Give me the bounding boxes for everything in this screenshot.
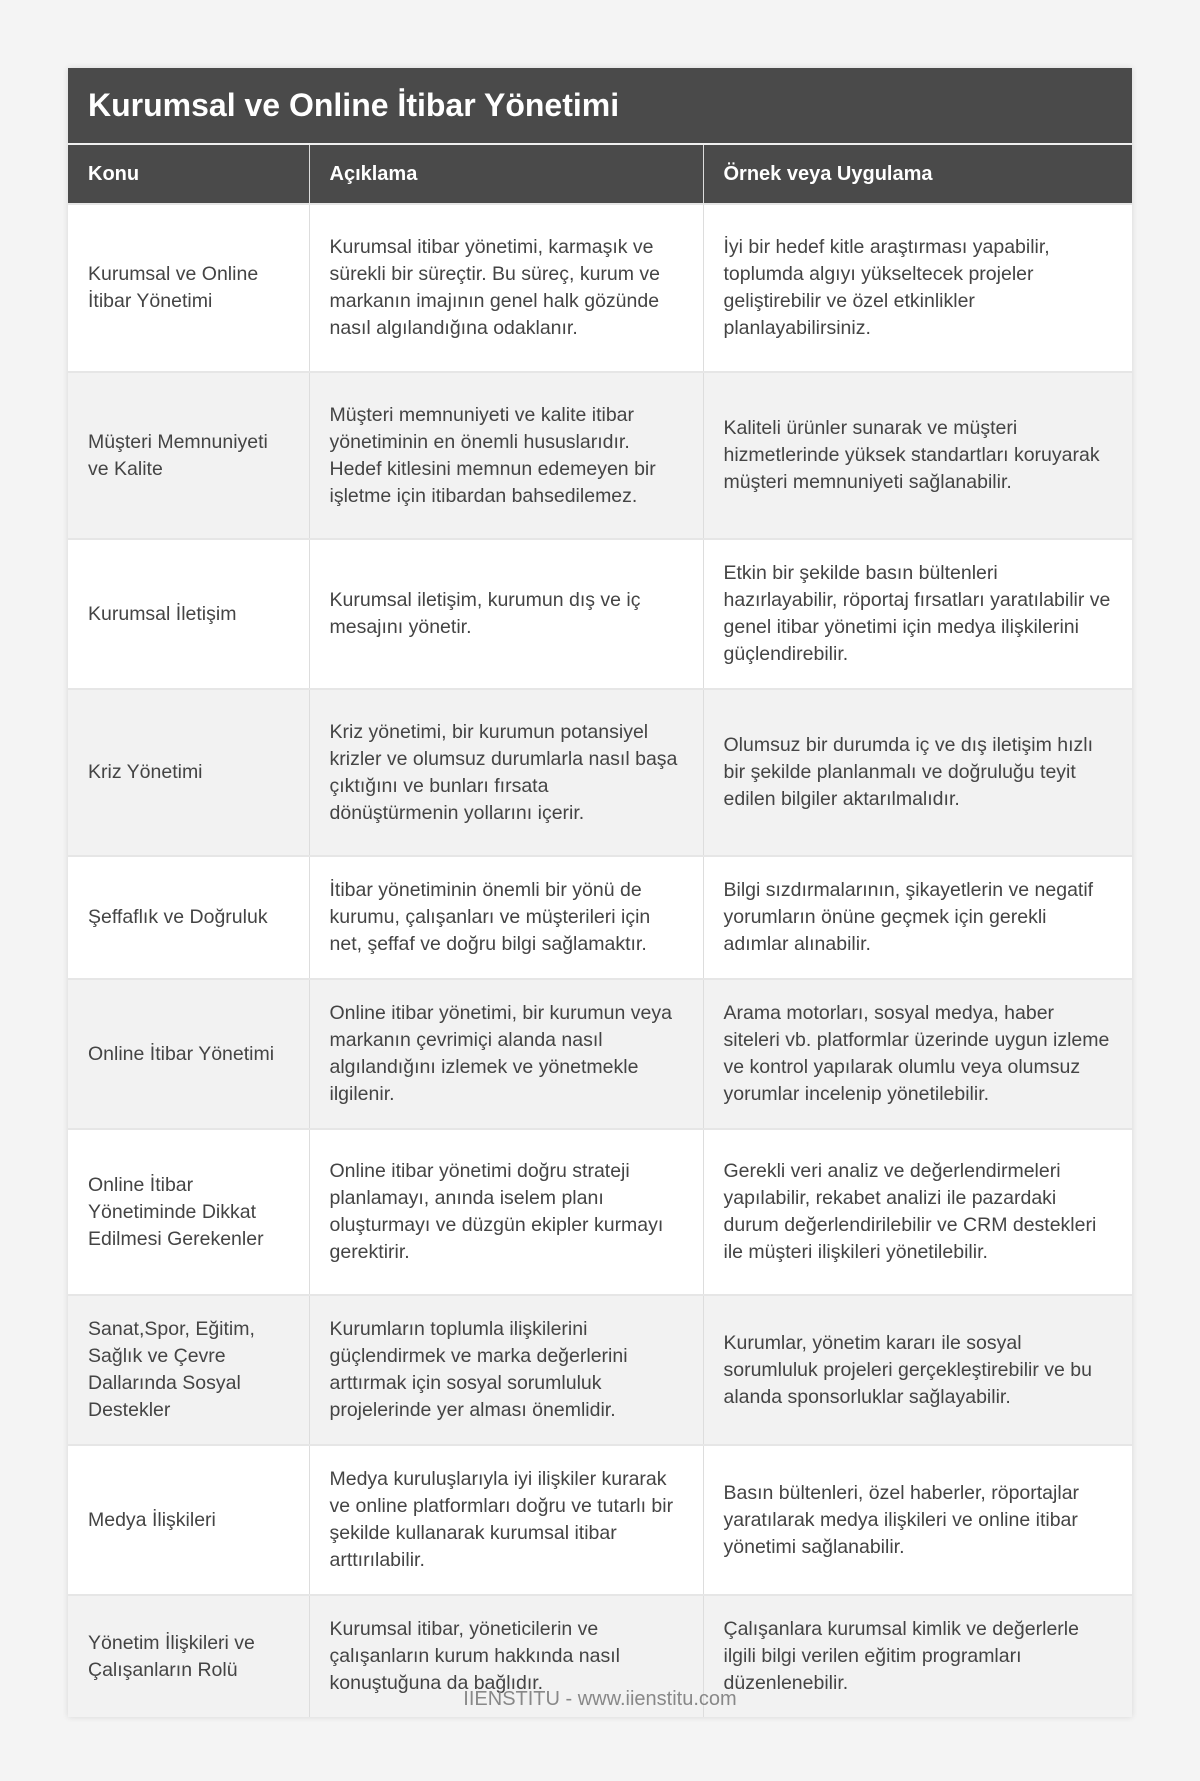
table-row: Yönetim İlişkileri ve Çalışanların Rolü K… [68,1594,1132,1717]
cell-example: İyi bir hedef kitle araştırması yapabili… [702,203,1132,372]
column-header-topic: Konu [68,145,309,204]
cell-description: Online itibar yönetimi, bir kurumun veya… [308,978,703,1129]
table-row: Medya İlişkileri Medya kuruluşlarıyla iyi… [68,1444,1132,1595]
cell-description: Kriz yönetimi, bir kurumun potansiyel kr… [308,688,703,856]
cell-topic: Sanat,Spor, Eğitim, Sağlık ve Çevre Dall… [68,1294,309,1445]
cell-example: Basın bültenleri, özel haberler, röporta… [702,1444,1132,1595]
cell-example: Kurumlar, yönetim kararı ile sosyal soru… [702,1294,1132,1445]
table-row: Online İtibar Yönetimi Online itibar yöne… [68,978,1132,1129]
cell-topic: Kurumsal ve Online İtibar Yönetimi [68,203,309,372]
cell-example: Kaliteli ürünler sunarak ve müşteri hizm… [702,371,1132,539]
cell-description: Kurumsal itibar, yöneticilerin ve çalışa… [308,1594,703,1717]
cell-description: Kurumların toplumla ilişkilerini güçlend… [308,1294,703,1445]
cell-topic: Yönetim İlişkileri ve Çalışanların Rolü [68,1594,309,1717]
table-row: Kriz Yönetimi Kriz yönetimi, bir kurumun … [68,688,1132,856]
table-row: Sanat,Spor, Eğitim, Sağlık ve Çevre Dall… [68,1294,1132,1445]
table-card: Kurumsal ve Online İtibar Yönetimi Konu … [68,68,1132,1717]
table-row: Online İtibar Yönetiminde Dikkat Edilmes… [68,1128,1132,1295]
cell-topic: Kriz Yönetimi [68,688,309,856]
cell-example: Arama motorları, sosyal medya, haber sit… [702,978,1132,1129]
header-row: Konu Açıklama Örnek veya Uygulama [68,145,1132,204]
data-table: Konu Açıklama Örnek veya Uygulama Kurums… [68,145,1132,1717]
column-header-example: Örnek veya Uygulama [702,145,1132,204]
column-header-description: Açıklama [308,145,703,204]
cell-example: Etkin bir şekilde basın bültenleri hazır… [702,538,1132,689]
cell-description: Medya kuruluşlarıyla iyi ilişkiler kurar… [308,1444,703,1595]
table-row: Müşteri Memnuniyeti ve Kalite Müşteri mem… [68,371,1132,539]
cell-description: Müşteri memnuniyeti ve kalite itibar yön… [308,371,703,539]
cell-topic: Medya İlişkileri [68,1444,309,1595]
cell-topic: Şeffaflık ve Doğruluk [68,855,309,979]
cell-topic: Kurumsal İletişim [68,538,309,689]
page-title: Kurumsal ve Online İtibar Yönetimi [68,68,1132,145]
footer-credit: IIENSTITU - www.iienstitu.com [463,1688,737,1710]
cell-description: Kurumsal itibar yönetimi, karmaşık ve sü… [308,203,703,372]
cell-topic: Online İtibar Yönetimi [68,978,309,1129]
cell-example: Olumsuz bir durumda iç ve dış iletişim h… [702,688,1132,856]
table-row: Kurumsal ve Online İtibar Yönetimi Kurums… [68,203,1132,372]
cell-topic: Müşteri Memnuniyeti ve Kalite [68,371,309,539]
cell-example: Çalışanlara kurumsal kimlik ve değerlerl… [702,1594,1132,1717]
cell-description: Online itibar yönetimi doğru strateji pl… [308,1128,703,1295]
cell-topic: Online İtibar Yönetiminde Dikkat Edilmes… [68,1128,309,1295]
table-row: Şeffaflık ve Doğruluk İtibar yönetiminin … [68,855,1132,979]
cell-example: Bilgi sızdırmalarının, şikayetlerin ve n… [702,855,1132,979]
cell-description: Kurumsal iletişim, kurumun dış ve iç mes… [308,538,703,689]
cell-description: İtibar yönetiminin önemli bir yönü de ku… [308,855,703,979]
cell-example: Gerekli veri analiz ve değerlendirmeleri… [702,1128,1132,1295]
table-row: Kurumsal İletişim Kurumsal iletişim, kuru… [68,538,1132,689]
